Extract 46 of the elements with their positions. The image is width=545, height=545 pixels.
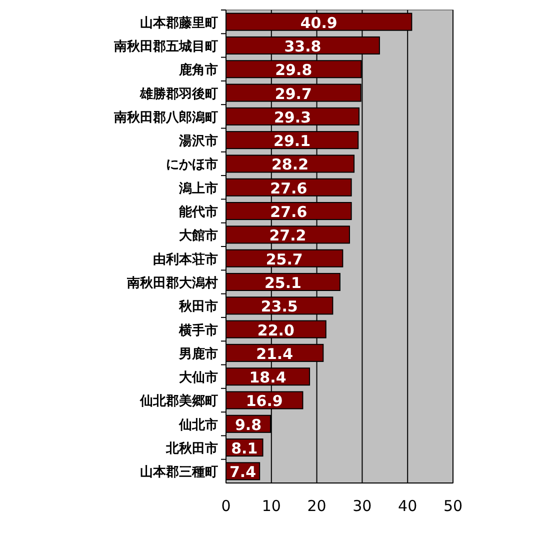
y-tick-label: 山本郡三種町 <box>140 465 218 480</box>
y-tick-label: 雄勝郡羽後町 <box>139 86 218 102</box>
x-tick-label: 30 <box>352 497 372 515</box>
data-label: 29.1 <box>274 132 311 150</box>
y-tick-label: 仙北市 <box>178 416 218 433</box>
data-label: 29.7 <box>274 84 312 103</box>
x-tick-label: 50 <box>443 497 463 515</box>
x-tick-label: 0 <box>221 497 231 515</box>
data-label: 29.3 <box>274 108 312 126</box>
x-tick-label: 10 <box>262 497 281 515</box>
data-label: 16.9 <box>246 392 283 410</box>
data-label: 22.0 <box>257 321 294 340</box>
data-label: 18.4 <box>249 368 286 387</box>
data-label: 28.2 <box>272 156 309 174</box>
x-tick-label: 40 <box>398 497 418 515</box>
y-tick-label: 湯沢市 <box>178 133 218 150</box>
x-tick-label: 20 <box>307 497 326 515</box>
data-label: 33.8 <box>284 37 322 56</box>
data-label: 25.7 <box>266 250 303 268</box>
data-label: 7.4 <box>230 463 256 482</box>
y-tick-label: 横手市 <box>178 322 218 338</box>
y-tick-label: 由利本荘市 <box>153 251 218 268</box>
data-label: 27.6 <box>270 203 308 222</box>
y-tick-label: 鹿角市 <box>178 62 218 78</box>
data-label: 25.1 <box>264 274 302 292</box>
y-tick-label: 男鹿市 <box>178 346 218 362</box>
y-tick-label: 南秋田郡八郎潟町 <box>113 109 218 126</box>
y-tick-label: 南秋田郡大潟村 <box>126 276 218 291</box>
data-label: 9.8 <box>234 416 262 434</box>
y-tick-label: 秋田市 <box>178 298 218 315</box>
y-tick-label: 大仙市 <box>179 370 218 386</box>
data-label: 27.6 <box>270 179 308 198</box>
y-tick-label: 山本郡藤里町 <box>140 14 218 31</box>
data-label: 29.8 <box>275 61 312 80</box>
data-label: 23.5 <box>260 298 298 316</box>
y-tick-label: 潟上市 <box>178 180 218 196</box>
y-tick-label: 能代市 <box>179 204 218 220</box>
y-tick-label: 大館市 <box>179 228 218 244</box>
data-label: 40.9 <box>300 14 338 32</box>
data-label: 21.4 <box>256 344 294 363</box>
y-tick-label: にかほ市 <box>166 156 218 173</box>
data-label: 27.2 <box>269 226 306 245</box>
data-label: 8.1 <box>231 440 258 458</box>
y-tick-label: 仙北郡美郷町 <box>139 393 218 410</box>
y-tick-label: 北秋田市 <box>165 440 218 457</box>
y-tick-label: 南秋田郡五城目町 <box>113 39 218 54</box>
